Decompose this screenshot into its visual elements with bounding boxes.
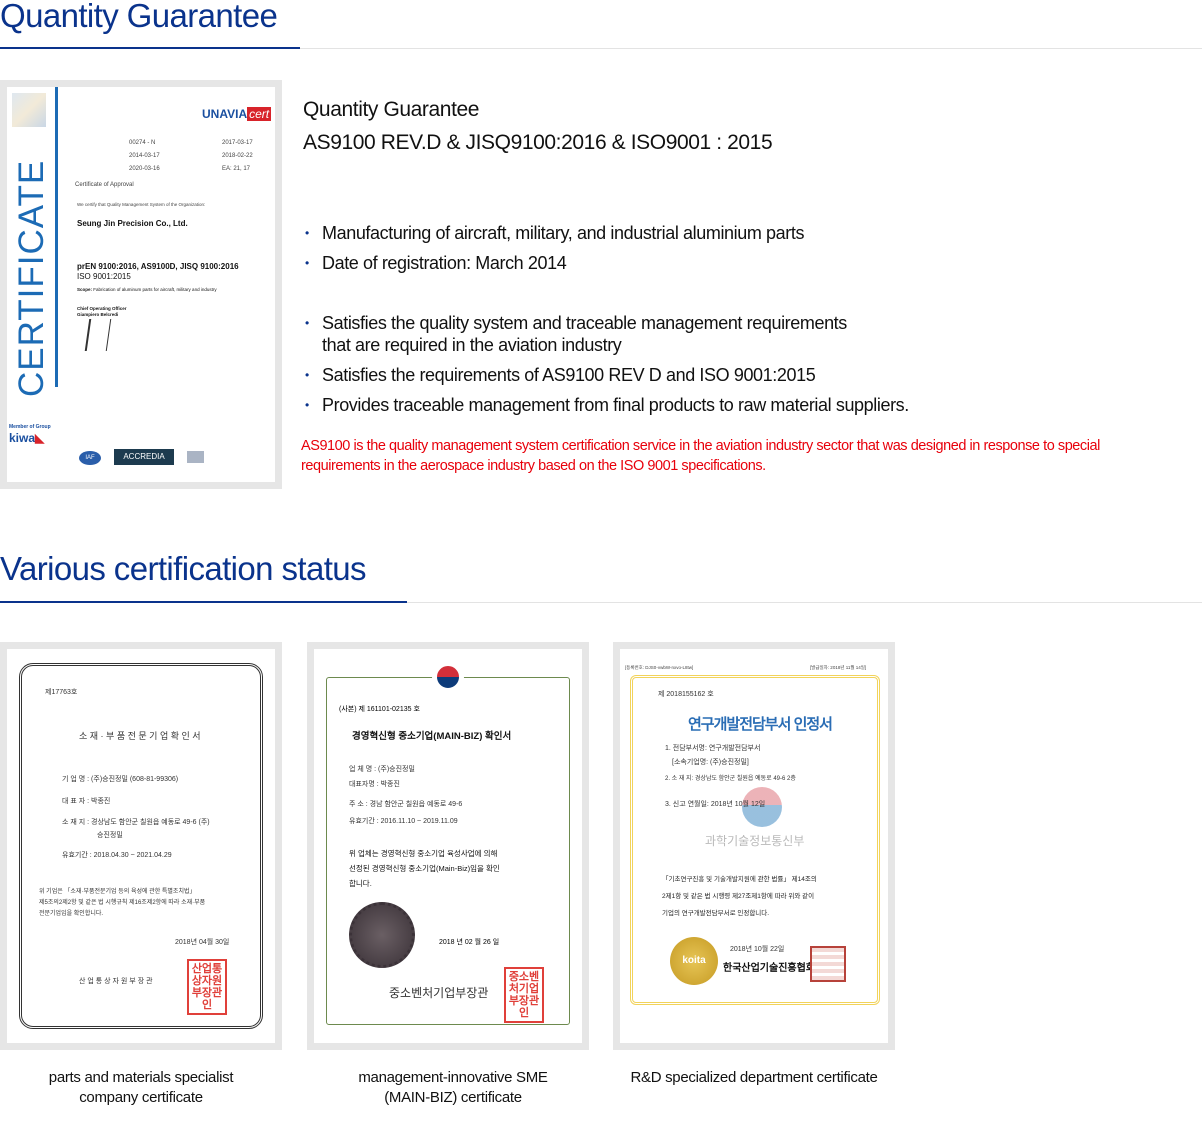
doc-date: 2018년 04월 30일	[175, 939, 230, 946]
caption-main-biz: management-innovative SME (MAIN-BIZ) cert…	[358, 1069, 548, 1106]
doc-body: 위 업체는 경영혁신형 중소기업 육성사업에 의해 선정된 경영혁신형 중소기업(…	[349, 849, 500, 888]
doc-line: 주 소 : 경남 함안군 칠원읍 예동로 49-6	[349, 801, 463, 808]
cert-officer: Chief Operating Officer Giampiero Belcred…	[77, 306, 127, 317]
section-title-quantity-guarantee: Quantity Guarantee	[0, 0, 278, 34]
unavia-logo: UNAVIA cert	[202, 107, 272, 121]
doc-line: 기 업 명 : (주)승진정밀 (608-81-99306)	[62, 776, 179, 783]
official-seal: 중소벤처기업부장관인	[504, 967, 544, 1023]
signature	[84, 319, 112, 351]
doc-number: 제17763호	[45, 689, 78, 696]
doc-line: [소속기업명: (주)승진정밀]	[672, 759, 749, 766]
iaf-logo: IAF	[79, 451, 101, 465]
blue-stripe	[55, 87, 58, 387]
standards-heading: AS9100 REV.D & JISQ9100:2016 & ISO9001 :…	[303, 131, 773, 154]
official-seal: 산업통상자원부장관인	[187, 959, 227, 1015]
doc-date: 2018년 10월 22일	[730, 946, 785, 953]
bullet-item: • Manufacturing of aircraft, military, an…	[305, 223, 805, 243]
ara-logo	[187, 451, 204, 463]
doc-line: 3. 신고 연월일: 2018년 10월 12일	[665, 801, 766, 808]
section-divider	[0, 48, 1202, 49]
cert-statement: We certify that Quality Management Syste…	[77, 202, 206, 207]
doc-title: 소 재 · 부 품 전 문 기 업 확 인 서	[79, 731, 201, 741]
doc-header-right: [발급일자: 2018년 11월 14일]	[810, 665, 867, 670]
cert-standards: prEN 9100:2016, AS9100D, JISQ 9100:2016	[77, 262, 239, 271]
cert-iso: ISO 9001:2015	[77, 272, 131, 281]
ministry-name: 과학기술정보통신부	[705, 834, 805, 848]
doc-body: 「기초연구진흥 및 기술개발지원에 관한 법률」 제14조의 2제1항 및 같은 …	[662, 876, 817, 917]
cert-scope: Scope: Fabrication of aluminum parts for…	[77, 287, 217, 292]
caption-parts-materials: parts and materials specialist company ce…	[48, 1069, 234, 1106]
cert-approval: Certificate of Approval	[75, 182, 134, 188]
gold-border	[630, 675, 880, 1005]
doc-title: 경영혁신형 중소기업(MAIN-BIZ) 확인서	[352, 731, 512, 742]
cert-fields-col2: 2017-03-17 2018-02-22 EA: 21, 17	[222, 140, 253, 172]
caption-rnd-department: R&D specialized department certificate	[630, 1069, 878, 1086]
doc-line: 업 체 명 : (주)승진정밀	[349, 766, 415, 773]
main-biz-certificate-image: (사본) 제 161101-02135 호 경영혁신형 중소기업(MAIN-BI…	[307, 642, 589, 1050]
doc-line: 유효기간 : 2018.04.30 ~ 2021.04.29	[62, 852, 172, 859]
doc-line: 1. 전담부서명: 연구개발전담부서	[665, 745, 761, 752]
bullet-item: • Date of registration: March 2014	[305, 253, 567, 273]
ornamental-border	[19, 663, 263, 1029]
accredia-logo: ACCREDIA	[114, 449, 174, 465]
doc-body: 위 기업은 「소재·부품전문기업 등의 육성에 관한 특별조치법」 제5조의2제2…	[39, 889, 206, 917]
doc-line: 대표자명 : 박종진	[349, 781, 400, 788]
certificate-vertical-word: CERTIFICATE	[12, 159, 51, 397]
doc-issuer: 산 업 통 상 자 원 부 장 관	[79, 978, 153, 985]
official-seal	[810, 946, 846, 982]
section-title-underline	[0, 601, 407, 603]
doc-line: 소 재 지 : 경상남도 함안군 칠원읍 예동로 49-6 (주)	[62, 819, 210, 826]
doc-number: 제 2018155162 호	[658, 691, 714, 698]
bullet-item: • Satisfies the requirements of AS9100 RE…	[305, 365, 816, 385]
bullet-item: • Satisfies the quality system and tracea…	[305, 313, 847, 355]
doc-line: 대 표 자 : 박종진	[62, 798, 111, 805]
as9100-note: AS9100 is the quality management system …	[301, 438, 1100, 474]
koita-seal: koita	[670, 937, 718, 985]
gold-seal	[349, 902, 415, 968]
bullet-item: • Provides traceable management from fina…	[305, 395, 909, 415]
section-title-underline	[0, 47, 300, 49]
cert-fields-col1: 00274 - N 2014-03-17 2020-03-16	[129, 140, 160, 172]
doc-date: 2018 년 02 월 26 일	[439, 939, 500, 946]
rnd-department-certificate-image: [등록번호: DJS0-vwbW-nxvo-L8tw] [발급일자: 2018년…	[613, 642, 895, 1050]
doc-line: 승진정밀	[97, 832, 123, 839]
doc-line: 유효기간 : 2016.11.10 ~ 2019.11.09	[349, 818, 458, 825]
section-title-certification-status: Various certification status	[0, 550, 367, 587]
doc-line: 2. 소 재 지: 경상남도 함안군 칠원읍 예동로 49-6 2층	[665, 776, 796, 782]
member-of-group: Member of Group	[9, 424, 51, 430]
doc-header-left: [등록번호: DJS0-vwbW-nxvo-L8tw]	[625, 665, 694, 670]
kiwa-logo: kiwa◣	[9, 431, 45, 445]
as9100-certificate-image: CERTIFICATE UNAVIA cert 00274 - N 2014-03-…	[0, 80, 282, 489]
doc-issuer: 한국산업기술진흥협회장	[723, 963, 825, 974]
ministry-emblem	[742, 787, 782, 827]
doc-title: 연구개발전담부서 인정서	[688, 716, 833, 733]
parts-materials-certificate-image: 제17763호 소 재 · 부 품 전 문 기 업 확 인 서 기 업 명 : …	[0, 642, 282, 1050]
taeguk-emblem	[432, 661, 464, 693]
globe-graphic	[12, 93, 46, 127]
cert-company: Seung Jin Precision Co., Ltd.	[77, 219, 188, 228]
section-divider	[0, 602, 1202, 603]
doc-number: (사본) 제 161101-02135 호	[339, 706, 420, 713]
quantity-subtitle: Quantity Guarantee	[303, 98, 480, 121]
doc-issuer: 중소벤처기업부장관	[389, 986, 489, 1000]
